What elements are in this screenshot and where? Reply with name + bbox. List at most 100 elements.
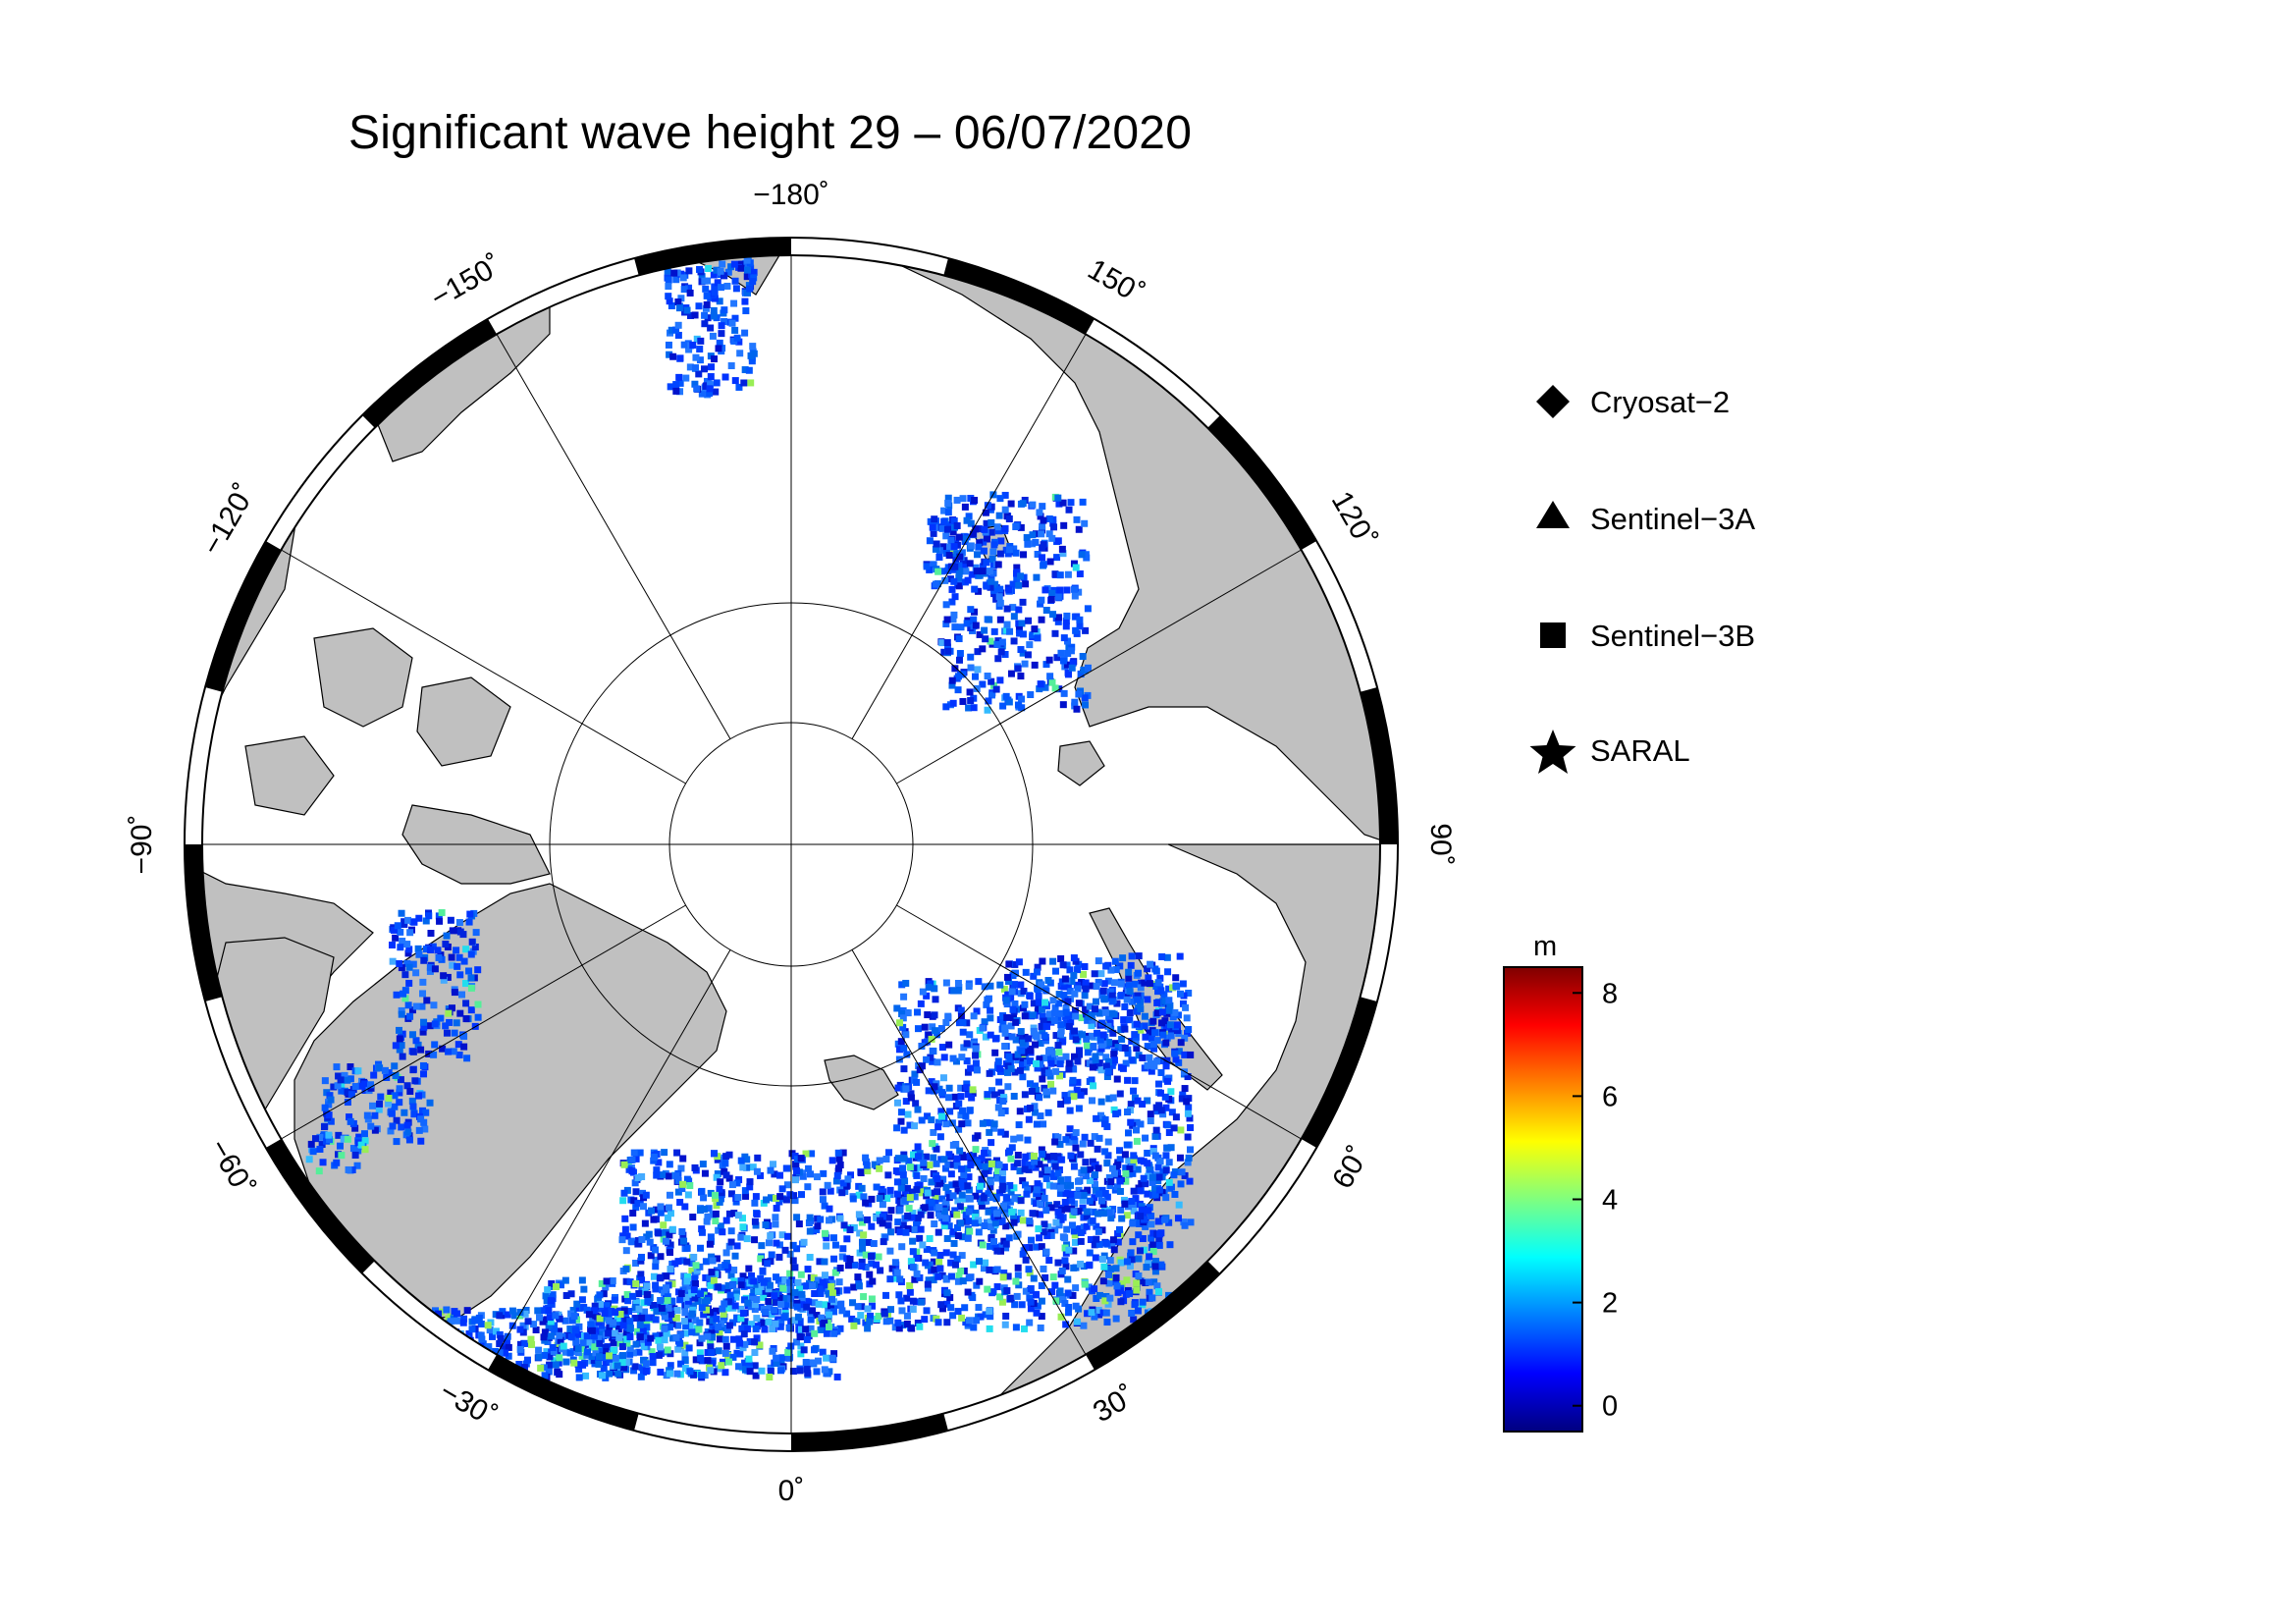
wave-height-cell: [1124, 1203, 1132, 1211]
wave-height-cell: [1070, 1227, 1078, 1235]
wave-height-cell: [758, 1367, 766, 1375]
wave-height-cell: [819, 1278, 827, 1286]
wave-height-cell: [927, 517, 934, 525]
wave-height-cell: [410, 1110, 418, 1118]
wave-height-cell: [672, 1314, 680, 1322]
wave-height-cell: [929, 1023, 936, 1031]
wave-height-cell: [995, 593, 1003, 601]
wave-height-cell: [813, 1312, 821, 1320]
wave-height-cell: [691, 380, 699, 388]
wave-height-cell: [410, 918, 418, 926]
wave-height-cell: [993, 1283, 1001, 1291]
wave-height-cell: [949, 1312, 957, 1320]
wave-height-cell: [554, 1341, 561, 1349]
wave-height-cell: [1072, 1264, 1080, 1271]
wave-height-cell: [1099, 1040, 1107, 1048]
wave-height-cell: [360, 1080, 368, 1088]
wave-height-cell: [344, 1076, 351, 1084]
wave-height-cell: [811, 1299, 819, 1307]
wave-height-cell: [965, 513, 973, 520]
wave-height-cell: [563, 1331, 571, 1339]
wave-height-cell: [686, 1182, 694, 1190]
wave-height-cell: [860, 1293, 868, 1301]
wave-height-cell: [391, 1103, 399, 1110]
wave-height-cell: [931, 1011, 938, 1019]
wave-height-cell: [940, 1054, 948, 1061]
wave-height-cell: [939, 543, 947, 551]
wave-height-cell: [849, 1299, 857, 1307]
wave-height-cell: [995, 1078, 1003, 1086]
wave-height-cell: [1071, 1137, 1079, 1145]
wave-height-cell: [641, 1308, 649, 1316]
wave-height-cell: [929, 523, 936, 531]
wave-height-cell: [448, 1351, 455, 1359]
wave-height-cell: [1078, 979, 1086, 987]
wave-height-cell: [724, 1281, 732, 1289]
wave-height-cell: [1000, 1202, 1008, 1210]
wave-height-cell: [715, 1347, 722, 1355]
wave-height-cell: [1049, 611, 1057, 619]
wave-height-cell: [672, 1172, 680, 1180]
wave-height-cell: [1093, 1235, 1100, 1243]
wave-height-cell: [695, 1325, 703, 1333]
longitude-label: −60˚: [202, 1134, 260, 1202]
wave-height-cell: [1136, 1247, 1144, 1255]
wave-height-cell: [718, 1264, 725, 1271]
wave-height-cell: [465, 1330, 473, 1338]
wave-height-cell: [1070, 1093, 1078, 1101]
wave-height-cell: [653, 1206, 661, 1214]
wave-height-cell: [709, 1323, 717, 1330]
wave-height-cell: [975, 525, 983, 533]
wave-height-cell: [893, 1124, 901, 1132]
wave-height-cell: [1154, 1217, 1162, 1225]
wave-height-cell: [1095, 1311, 1103, 1319]
wave-height-cell: [1063, 1097, 1071, 1105]
wave-height-cell: [401, 995, 409, 1002]
wave-height-cell: [629, 1349, 637, 1357]
wave-height-cell: [501, 1349, 508, 1357]
wave-height-cell: [1005, 1234, 1013, 1242]
wave-height-cell: [499, 1308, 507, 1316]
wave-height-cell: [767, 1194, 774, 1202]
wave-height-cell: [704, 1332, 712, 1340]
wave-height-cell: [733, 1242, 741, 1250]
wave-height-cell: [1061, 1257, 1069, 1265]
wave-height-cell: [744, 1325, 752, 1333]
wave-height-cell: [791, 1264, 799, 1271]
wave-height-cell: [348, 1166, 356, 1174]
wave-height-cell: [632, 1155, 640, 1163]
wave-height-cell: [793, 1167, 801, 1175]
wave-height-cell: [935, 1212, 943, 1219]
wave-height-cell: [1069, 659, 1077, 667]
wave-height-cell: [923, 563, 931, 570]
wave-height-cell: [489, 1332, 497, 1340]
wave-height-cell: [1024, 540, 1032, 548]
wave-height-cell: [721, 1160, 729, 1167]
wave-height-cell: [963, 516, 971, 524]
wave-height-cell: [668, 1297, 676, 1305]
wave-height-cell: [1008, 988, 1016, 996]
wave-height-cell: [934, 1188, 941, 1196]
wave-height-cell: [760, 1293, 768, 1301]
wave-height-cell: [333, 1063, 341, 1071]
wave-height-cell: [777, 1367, 785, 1375]
wave-height-cell: [1042, 1088, 1050, 1096]
wave-height-cell: [944, 499, 952, 507]
wave-height-cell: [1179, 1000, 1187, 1007]
wave-height-cell: [415, 950, 423, 958]
wave-height-cell: [486, 1326, 494, 1334]
wave-height-cell: [367, 1081, 375, 1089]
wave-height-cell: [686, 289, 694, 297]
wave-height-cell: [797, 1350, 805, 1358]
wave-height-cell: [949, 1141, 957, 1149]
wave-height-cell: [1156, 983, 1164, 991]
wave-height-cell: [823, 1242, 830, 1250]
wave-height-cell: [951, 550, 959, 558]
wave-height-cell: [997, 1247, 1005, 1255]
wave-height-cell: [626, 1344, 634, 1352]
wave-height-cell: [1033, 1200, 1041, 1208]
wave-height-cell: [458, 991, 466, 999]
wave-height-cell: [1106, 1294, 1114, 1302]
wave-height-cell: [556, 1371, 563, 1379]
wave-height-cell: [706, 389, 714, 397]
